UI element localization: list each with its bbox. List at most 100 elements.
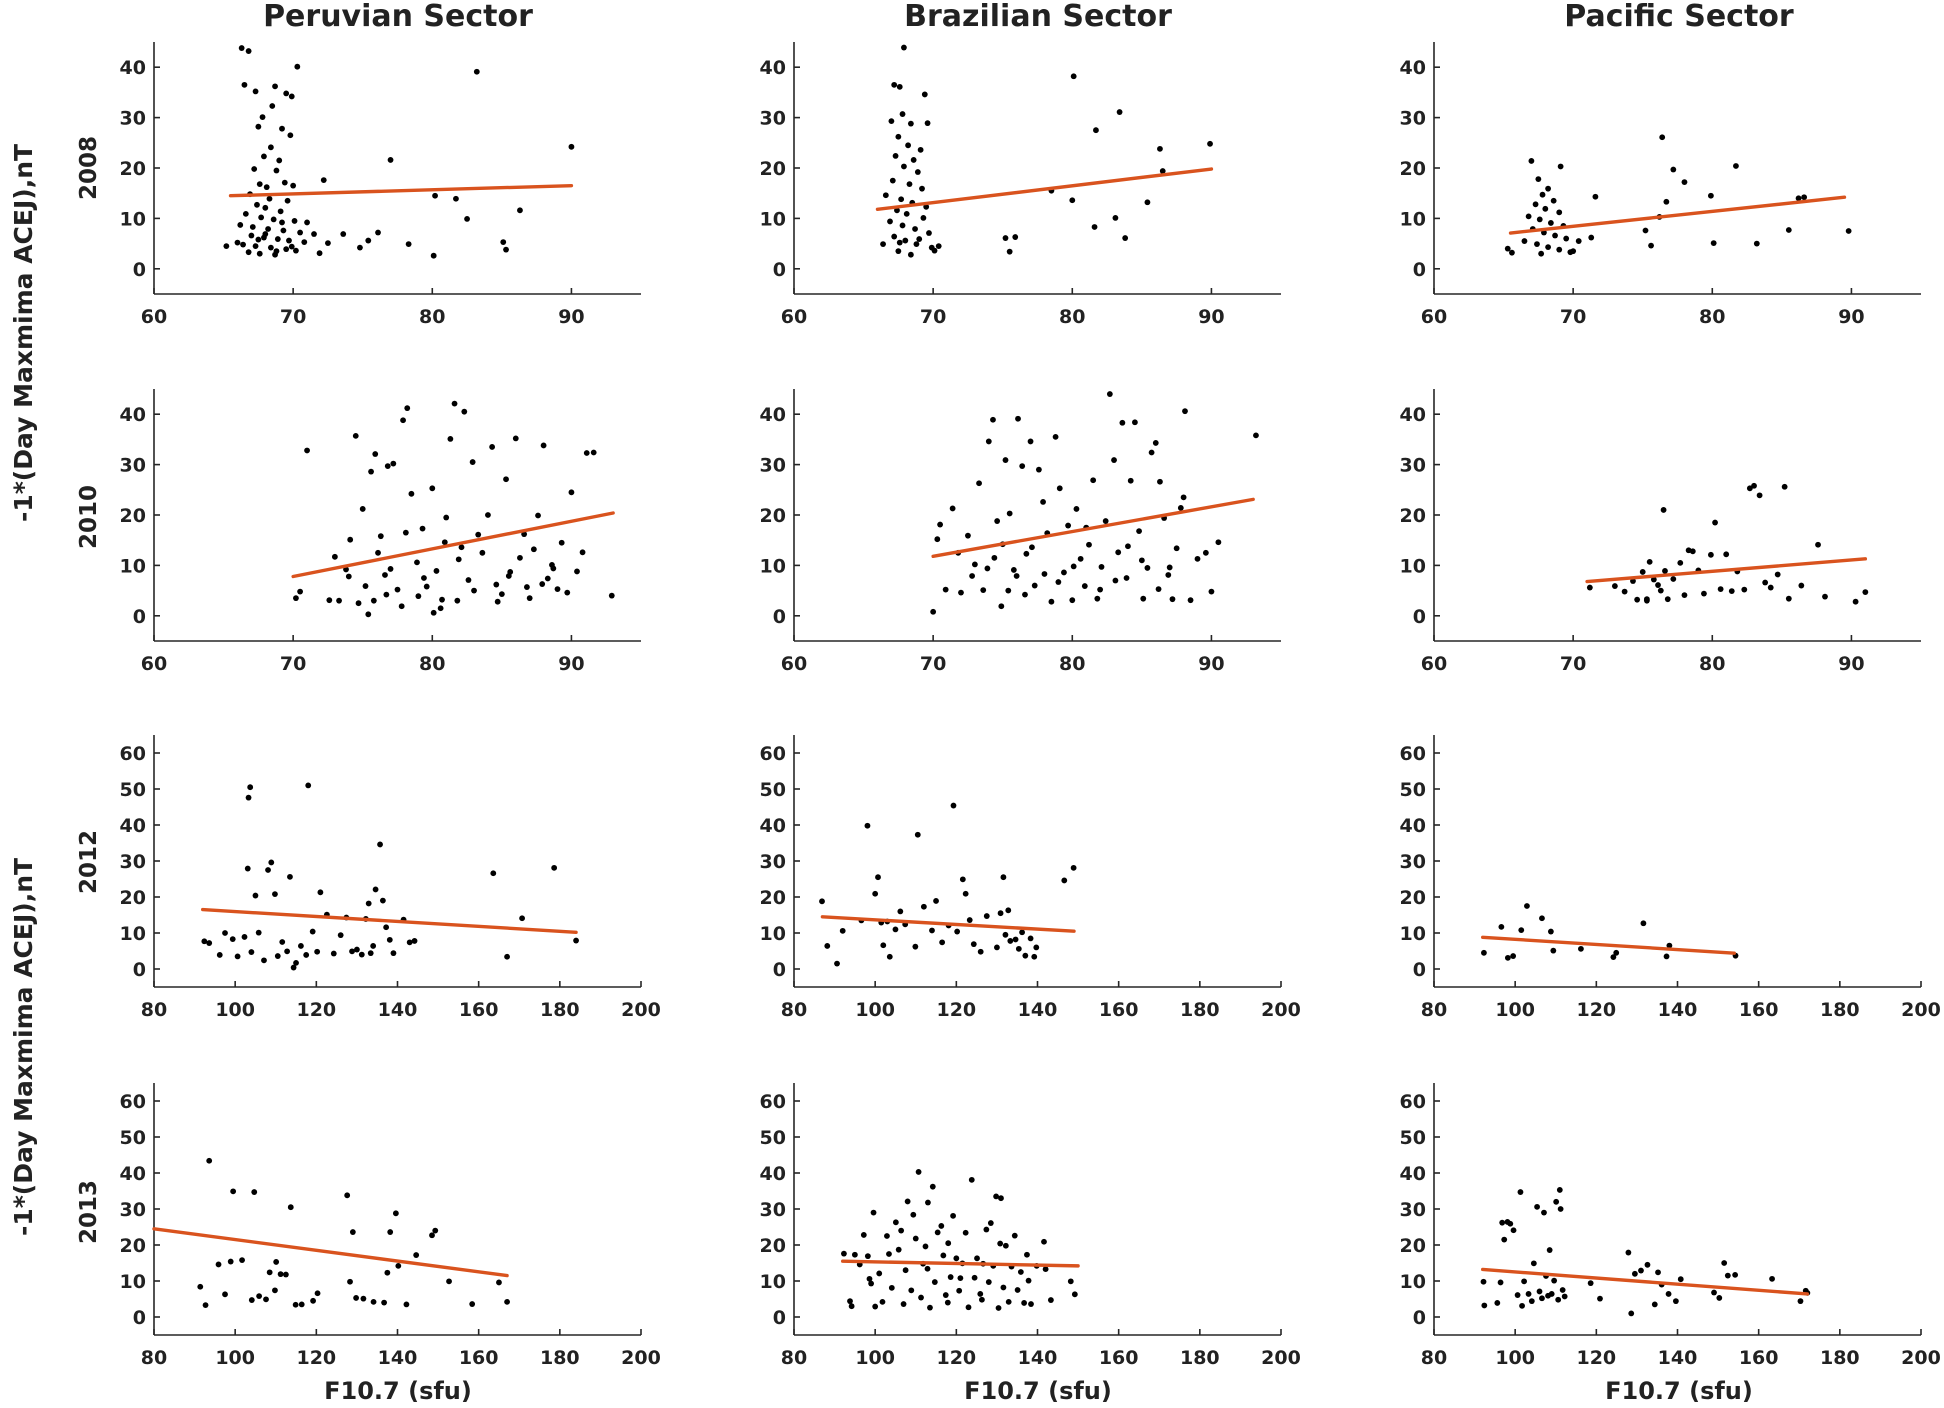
data-point: [1556, 1187, 1563, 1193]
data-point: [252, 243, 259, 250]
data-point: [1086, 541, 1092, 548]
data-point: [279, 939, 286, 945]
data-point: [927, 1304, 933, 1311]
data-point: [1538, 250, 1545, 257]
data-point: [1638, 1267, 1644, 1274]
data-point: [1090, 477, 1097, 484]
data-point: [1733, 163, 1739, 169]
data-point: [256, 250, 263, 257]
data-point: [395, 1262, 402, 1269]
data-point: [206, 940, 213, 946]
data-point: [277, 1271, 284, 1278]
y-tick-label: 10: [1400, 208, 1426, 230]
x-tick-label: 90: [1198, 653, 1224, 675]
x-tick-label: 160: [459, 1347, 499, 1369]
panel-brazilian-2008: 0 10 20 30 40 60 70 80 90: [760, 42, 1281, 328]
data-point: [1093, 127, 1099, 134]
data-point: [931, 1279, 938, 1285]
data-point: [248, 949, 255, 955]
data-point: [1253, 432, 1259, 439]
panel-pacific-2013: 0 10 20 30 40 50 60 80 100 120 140 160 180 200: [1400, 1083, 1941, 1369]
data-point: [1042, 1266, 1049, 1273]
y-tick-label: 40: [1400, 57, 1426, 79]
data-point: [1182, 408, 1188, 415]
data-point: [899, 222, 906, 229]
data-point: [274, 236, 281, 242]
data-point: [945, 1240, 952, 1247]
data-point: [1159, 168, 1166, 174]
y-tick-label: 60: [1400, 743, 1426, 765]
data-point: [446, 1278, 452, 1285]
panel-pacific-2008: 0 10 20 30 40 60 70 80 90: [1400, 42, 1921, 328]
data-point: [998, 1195, 1004, 1202]
data-point: [317, 889, 324, 896]
data-point: [934, 1229, 941, 1236]
data-point: [1027, 438, 1034, 445]
data-point: [294, 63, 301, 70]
y-tick-label: 40: [760, 815, 786, 837]
data-point: [1002, 1242, 1009, 1249]
y-tick-label: 30: [760, 1199, 786, 1221]
data-point: [421, 575, 427, 581]
data-point: [1022, 591, 1028, 598]
data-point: [1028, 1301, 1034, 1307]
data-point: [215, 1261, 222, 1268]
data-point: [970, 941, 977, 948]
data-point: [465, 577, 472, 583]
data-point: [504, 953, 510, 960]
data-point: [1067, 1278, 1074, 1285]
data-point: [1041, 1238, 1047, 1245]
data-point: [1578, 945, 1584, 952]
data-point: [419, 525, 426, 532]
data-point: [1655, 582, 1661, 588]
ylabel-top: -1*(Day Maxmima ACEJ),nT: [9, 144, 38, 522]
data-point: [1539, 191, 1546, 198]
data-point: [949, 505, 956, 512]
data-point: [283, 90, 290, 97]
data-point: [1027, 935, 1034, 942]
data-point: [370, 943, 377, 949]
x-tick-label: 90: [558, 306, 584, 328]
data-point: [429, 485, 436, 492]
data-point: [365, 900, 372, 907]
panel-brazilian-2013: 0 10 20 30 40 50 60 80 100 120 140 160 180 200: [760, 1083, 1301, 1369]
data-point: [222, 930, 228, 936]
data-point: [985, 438, 992, 445]
y-tick-label: 20: [120, 887, 146, 909]
data-point: [287, 873, 293, 880]
data-point: [1115, 549, 1122, 556]
fit-line: [1480, 1267, 1810, 1296]
data-point: [1035, 466, 1042, 473]
data-point: [912, 1235, 919, 1242]
data-point: [1548, 1291, 1555, 1297]
data-point: [244, 865, 251, 872]
data-point: [924, 1265, 931, 1272]
data-point: [303, 952, 310, 958]
data-point: [1666, 942, 1673, 949]
data-point: [269, 103, 276, 109]
data-point: [923, 203, 930, 210]
x-tick-label: 90: [558, 653, 584, 675]
x-tick-label: 120: [1576, 1347, 1616, 1369]
data-point: [1077, 555, 1084, 562]
data-point: [965, 532, 971, 539]
y-tick-label: 20: [1400, 1235, 1426, 1257]
data-point: [979, 1296, 985, 1303]
panels: 0 10 20 30 40 60 70 80 90 0 10 20 30 40 60 70 80 90 0 10 20 3…: [120, 42, 1941, 1369]
data-point: [1005, 1298, 1012, 1305]
data-point: [554, 586, 561, 592]
y-tick-label: 60: [1400, 1091, 1426, 1113]
data-point: [347, 1278, 353, 1285]
data-point: [1007, 938, 1014, 944]
data-point: [1166, 564, 1173, 571]
y-tick-label: 20: [120, 1235, 146, 1257]
data-point: [1795, 195, 1802, 202]
y-axis-labels: -1*(Day Maxmima ACEJ),nT -1*(Day Maxmima…: [9, 144, 38, 1236]
y-tick-label: 0: [133, 1307, 146, 1329]
data-point: [1152, 440, 1159, 446]
data-point: [1521, 1278, 1527, 1285]
data-point: [956, 1287, 963, 1294]
data-point: [1481, 1302, 1488, 1309]
data-point: [304, 219, 310, 226]
x-tick-label: 100: [855, 999, 895, 1021]
